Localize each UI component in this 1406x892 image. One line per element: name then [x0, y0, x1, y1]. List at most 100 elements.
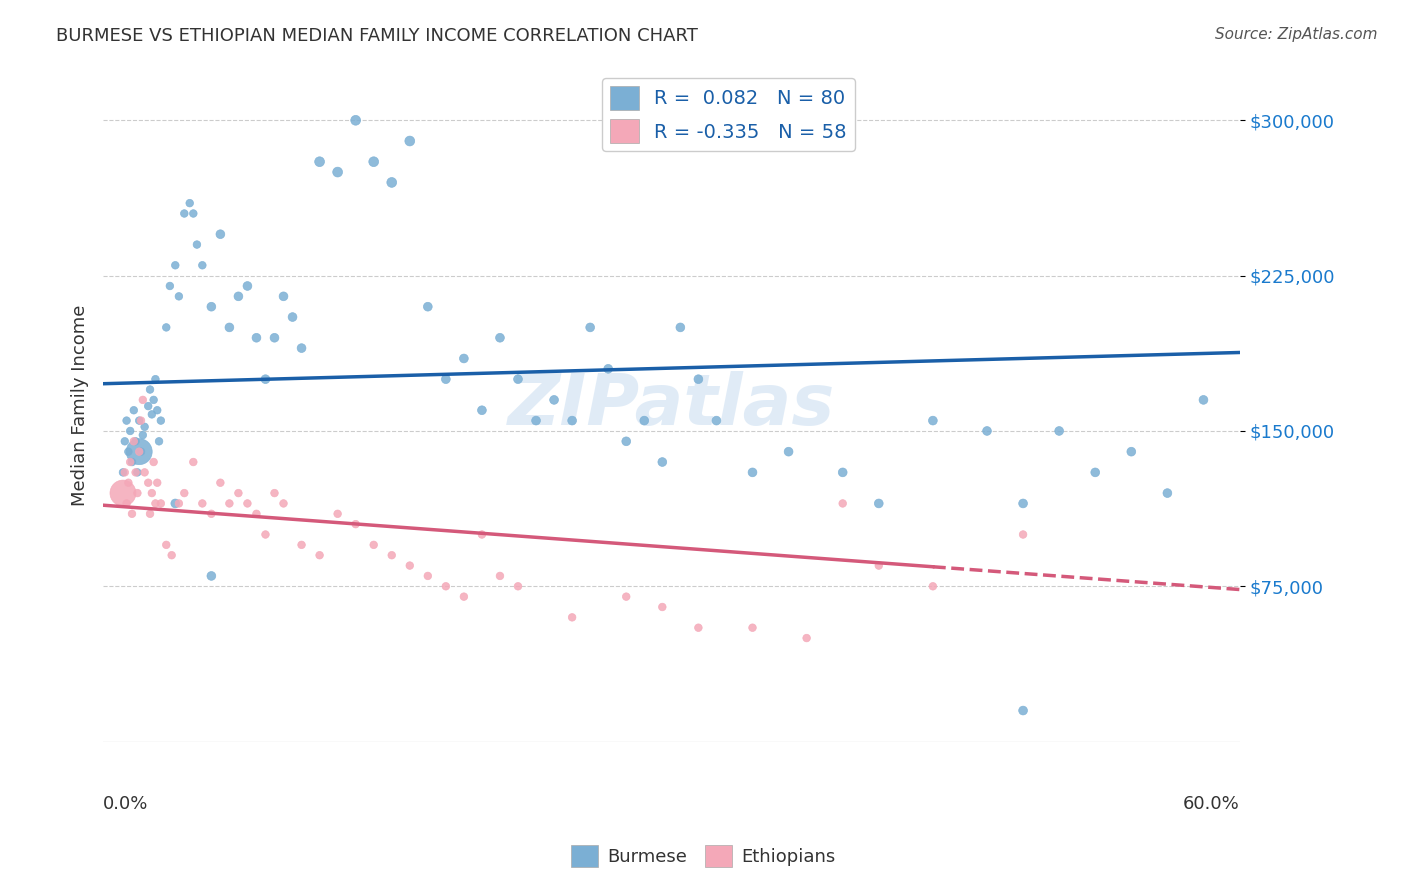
Point — [120, 424, 142, 438]
Point — [236, 279, 259, 293]
Point — [115, 496, 138, 510]
Point — [831, 496, 853, 510]
Point — [181, 455, 204, 469]
Point — [706, 414, 728, 428]
Point — [471, 527, 494, 541]
Point — [128, 444, 150, 458]
Point — [1012, 527, 1035, 541]
Point — [669, 320, 692, 334]
Point — [651, 455, 673, 469]
Point — [344, 517, 367, 532]
Point — [254, 372, 277, 386]
Point — [111, 466, 134, 480]
Point — [868, 558, 890, 573]
Point — [136, 399, 159, 413]
Point — [308, 154, 330, 169]
Legend: Burmese, Ethiopians: Burmese, Ethiopians — [564, 838, 842, 874]
Point — [200, 569, 222, 583]
Point — [145, 372, 167, 386]
Point — [149, 414, 172, 428]
Point — [741, 621, 763, 635]
Point — [506, 579, 529, 593]
Point — [1156, 486, 1178, 500]
Point — [191, 496, 214, 510]
Point — [146, 403, 169, 417]
Point — [651, 599, 673, 614]
Point — [122, 434, 145, 449]
Point — [121, 455, 143, 469]
Point — [111, 486, 134, 500]
Point — [489, 569, 512, 583]
Point — [381, 548, 404, 562]
Point — [471, 403, 494, 417]
Point — [218, 320, 240, 334]
Point — [134, 466, 156, 480]
Point — [543, 392, 565, 407]
Point — [117, 475, 139, 490]
Point — [127, 466, 149, 480]
Point — [308, 548, 330, 562]
Point — [228, 289, 250, 303]
Y-axis label: Median Family Income: Median Family Income — [72, 304, 89, 506]
Point — [142, 455, 165, 469]
Point — [922, 414, 945, 428]
Point — [398, 558, 420, 573]
Point — [129, 414, 152, 428]
Point — [155, 538, 177, 552]
Point — [633, 414, 655, 428]
Point — [200, 300, 222, 314]
Point — [149, 496, 172, 510]
Point — [506, 372, 529, 386]
Point — [165, 496, 187, 510]
Point — [120, 455, 142, 469]
Point — [688, 372, 710, 386]
Point — [236, 496, 259, 510]
Point — [141, 486, 163, 500]
Point — [134, 419, 156, 434]
Point — [778, 444, 800, 458]
Point — [136, 475, 159, 490]
Point — [186, 237, 208, 252]
Point — [614, 434, 637, 449]
Point — [114, 434, 136, 449]
Text: 0.0%: 0.0% — [103, 796, 149, 814]
Point — [263, 486, 285, 500]
Point — [453, 590, 475, 604]
Point — [165, 258, 187, 272]
Point — [416, 569, 439, 583]
Point — [831, 466, 853, 480]
Point — [1084, 466, 1107, 480]
Point — [132, 428, 155, 442]
Point — [561, 414, 583, 428]
Point — [453, 351, 475, 366]
Point — [434, 579, 457, 593]
Point — [160, 548, 183, 562]
Point — [290, 341, 312, 355]
Point — [245, 331, 267, 345]
Point — [167, 496, 190, 510]
Point — [579, 320, 602, 334]
Text: BURMESE VS ETHIOPIAN MEDIAN FAMILY INCOME CORRELATION CHART: BURMESE VS ETHIOPIAN MEDIAN FAMILY INCOM… — [56, 27, 699, 45]
Point — [381, 176, 404, 190]
Point — [128, 414, 150, 428]
Point — [129, 444, 152, 458]
Point — [598, 361, 620, 376]
Point — [326, 507, 349, 521]
Point — [115, 414, 138, 428]
Point — [124, 434, 146, 449]
Point — [124, 466, 146, 480]
Point — [127, 486, 149, 500]
Point — [273, 289, 295, 303]
Point — [179, 196, 201, 211]
Point — [398, 134, 420, 148]
Point — [191, 258, 214, 272]
Point — [128, 444, 150, 458]
Point — [1012, 704, 1035, 718]
Point — [254, 527, 277, 541]
Legend: R =  0.082   N = 80, R = -0.335   N = 58: R = 0.082 N = 80, R = -0.335 N = 58 — [602, 78, 855, 151]
Point — [344, 113, 367, 128]
Point — [1121, 444, 1143, 458]
Point — [290, 538, 312, 552]
Point — [1192, 392, 1215, 407]
Point — [614, 590, 637, 604]
